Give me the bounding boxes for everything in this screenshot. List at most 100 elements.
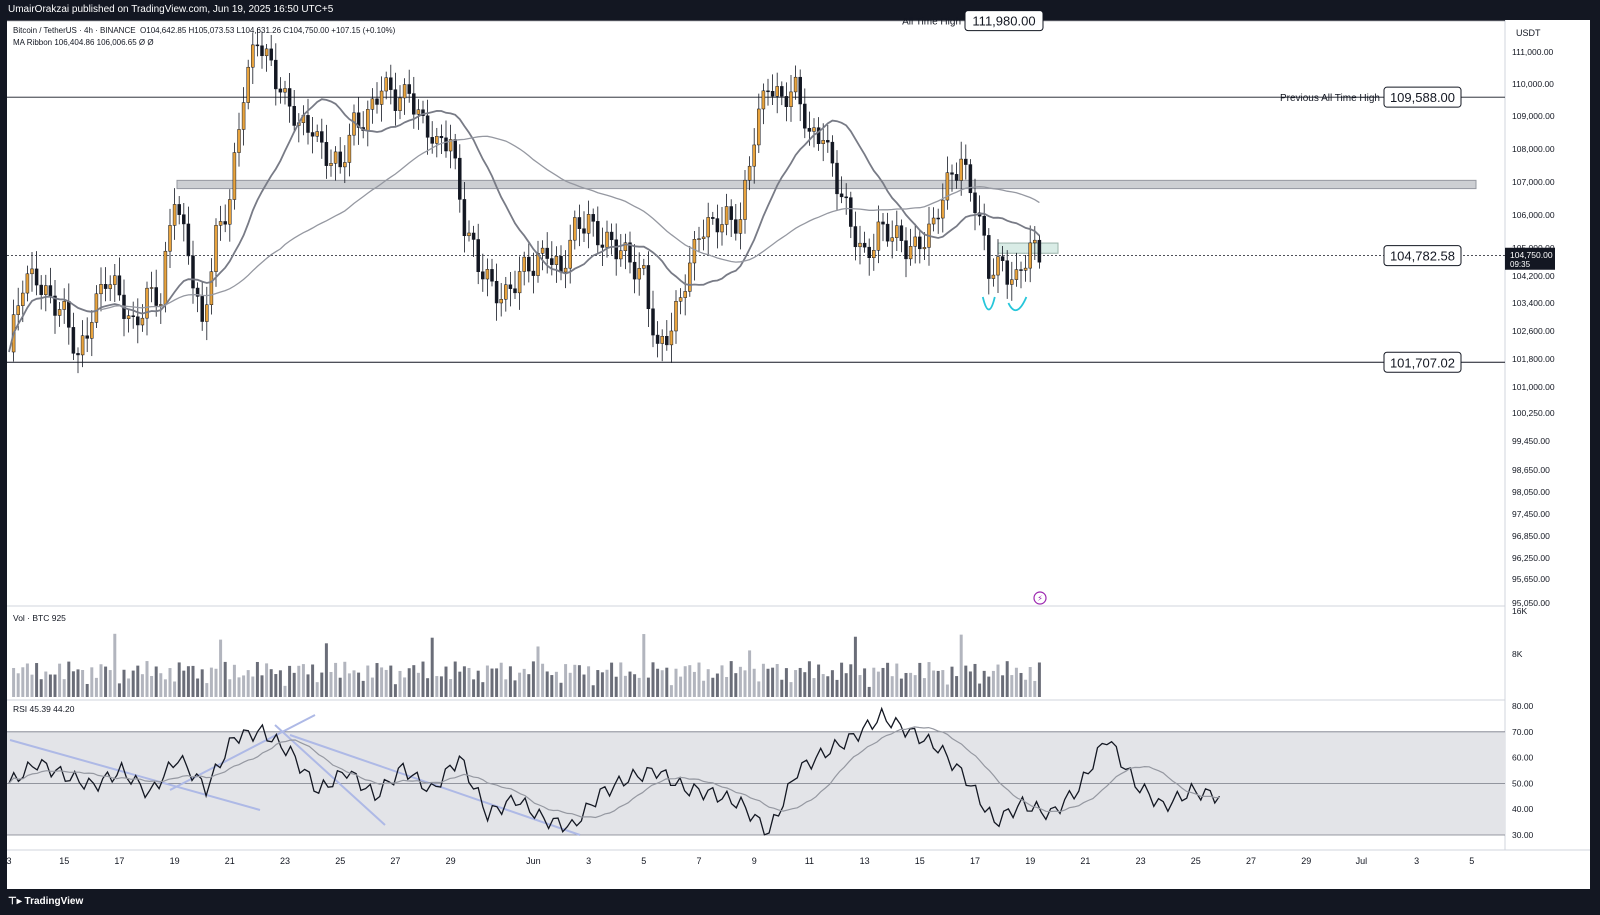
volume-bar (646, 677, 650, 697)
candle-body (508, 284, 513, 289)
volume-bar (881, 667, 885, 697)
volume-bar (582, 674, 586, 697)
price-tick-label: 98,050.00 (1512, 487, 1550, 497)
volume-bar (545, 671, 549, 697)
candle-body (131, 315, 135, 317)
candle-body (30, 268, 34, 275)
candle-body (205, 304, 209, 322)
volume-bar (407, 668, 411, 697)
price-tick-label: 101,800.00 (1512, 354, 1555, 364)
volume-bar (642, 634, 646, 697)
volume-bar (955, 676, 959, 697)
rsi-tick-label: 50.00 (1512, 778, 1534, 788)
volume-bar (62, 679, 66, 697)
volume-bar (527, 674, 531, 697)
volume-bar (927, 662, 931, 697)
volume-bar (803, 672, 807, 697)
candle-body (568, 239, 572, 269)
ma-ribbon-legend: MA Ribbon 106,404.86 106,006.65 Ø Ø (13, 38, 154, 47)
volume-bar (596, 670, 600, 697)
candle-body (683, 291, 687, 298)
volume-bar (113, 633, 117, 697)
candle-body (471, 232, 476, 240)
tradingview-logo[interactable]: ⊤▸ TradingView (8, 889, 83, 915)
volume-bar (357, 672, 361, 697)
volume-bar (320, 672, 324, 697)
countdown-timer: 09:35 (1510, 260, 1531, 269)
time-tick-label: 9 (752, 856, 757, 866)
candle-body (310, 132, 315, 137)
volume-bar (44, 671, 48, 697)
volume-bar (830, 670, 834, 697)
publisher-text: UmairOrakzai published on TradingView.co… (8, 4, 334, 15)
volume-bar (536, 646, 540, 697)
time-tick-label: 19 (1025, 856, 1035, 866)
candle-body (642, 265, 646, 269)
candle-body (159, 304, 163, 306)
volume-bar (936, 670, 940, 697)
candle-body (44, 285, 48, 295)
volume-bar (200, 669, 204, 697)
volume-bar (807, 661, 811, 697)
candle-body (485, 269, 490, 280)
candle-body (251, 44, 255, 68)
volume-bar (182, 670, 186, 697)
volume-bar (352, 670, 356, 697)
volume-bar (191, 665, 195, 697)
candle-body (117, 275, 122, 296)
volume-bar (444, 666, 448, 697)
candle-body (278, 88, 283, 93)
volume-bar (840, 662, 844, 697)
volume-bar (366, 665, 370, 697)
candle-body (872, 250, 876, 258)
candle-body (987, 235, 991, 279)
candle-body (527, 256, 531, 272)
volume-bar (251, 676, 255, 697)
volume-bar (1010, 675, 1014, 697)
volume-bar (370, 677, 374, 697)
volume-bar (324, 643, 328, 697)
price-tick-label: 95,650.00 (1512, 574, 1550, 584)
candle-body (324, 142, 329, 166)
candle-body (458, 157, 462, 200)
candle-body (71, 327, 76, 354)
price-level-label: All Time High (902, 17, 961, 28)
volume-bar (812, 678, 816, 697)
time-tick-label: 25 (335, 856, 345, 866)
ma-ribbon-line (100, 135, 1040, 311)
candle-body (770, 90, 775, 97)
volume-bar (122, 669, 126, 697)
price-level-value: 104,782.58 (1390, 249, 1455, 264)
candle-body (16, 305, 20, 315)
candle-body (1014, 269, 1019, 280)
candle-body (692, 239, 697, 264)
volume-bar (766, 668, 770, 697)
candle-body (605, 231, 609, 248)
volume-bar (205, 683, 209, 697)
candle-body (922, 247, 927, 250)
time-tick-label: 17 (970, 856, 980, 866)
volume-bar (343, 661, 347, 697)
volume-bar (849, 664, 853, 697)
price-level-value: 101,707.02 (1390, 355, 1455, 370)
volume-bar (12, 667, 16, 697)
time-tick-label: 21 (225, 856, 235, 866)
rsi-line (8, 706, 1221, 836)
candle-body (499, 299, 503, 304)
candle-body (531, 270, 536, 276)
volume-bar (872, 667, 876, 697)
candle-body (467, 232, 471, 237)
price-tick-label: 111,000.00 (1512, 47, 1554, 57)
volume-bar (361, 680, 365, 697)
volume-bar (131, 670, 135, 697)
candle-body (435, 136, 439, 144)
volume-bar (242, 675, 246, 697)
candle-body (830, 141, 835, 164)
volume-bar (867, 686, 871, 697)
volume-bar (564, 664, 568, 697)
volume-bar (228, 679, 232, 697)
price-tick-label: 103,400.00 (1512, 298, 1555, 308)
volume-bar (743, 670, 747, 697)
volume-bar (835, 679, 839, 697)
